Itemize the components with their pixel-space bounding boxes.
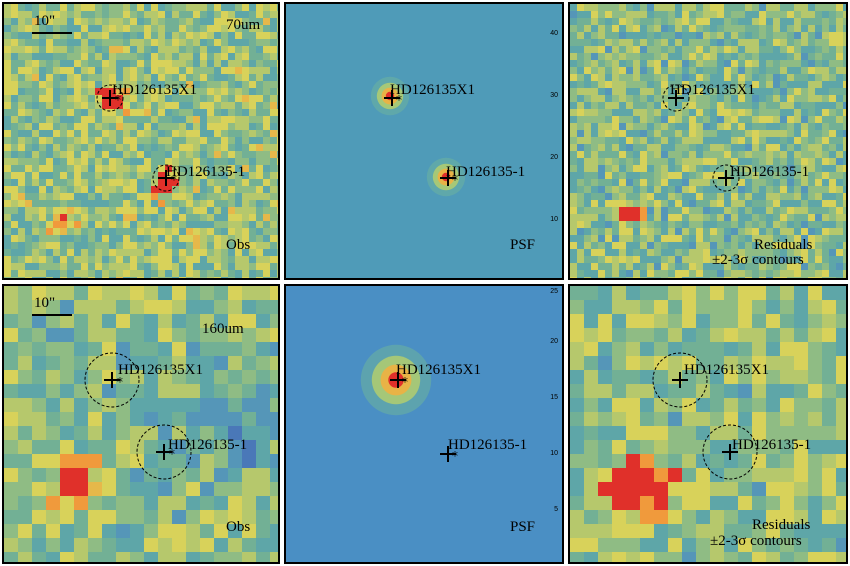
source-marker-x1: *: [84, 352, 140, 408]
noise-map: [4, 286, 278, 562]
svg-text:*: *: [115, 93, 121, 107]
svg-text:*: *: [402, 375, 408, 389]
axis-tick: 10: [550, 450, 558, 457]
scale-bar: [32, 32, 72, 34]
source-marker-1: [702, 424, 758, 480]
panel-160um-obs: 10" 160um * HD126135X1 * HD126135-1 Obs: [2, 284, 280, 564]
panel-kind-label: Obs: [226, 237, 251, 253]
psf-map: [286, 4, 562, 278]
source-label-x1: HD126135X1: [118, 362, 203, 378]
svg-text:*: *: [452, 449, 458, 463]
source-label-1: HD126135-1: [732, 437, 812, 453]
source-label-x1: HD126135X1: [390, 82, 475, 98]
noise-map: [4, 4, 278, 278]
scale-bar-label: 10": [34, 295, 56, 311]
axis-tick: 30: [550, 92, 558, 99]
band-label: 70um: [226, 17, 261, 33]
band-label: 160um: [202, 321, 244, 337]
panel-70um-psf: 40 30 20 10 * HD126135X1 * HD126135-1 PS…: [284, 2, 564, 280]
source-label-x1: HD126135X1: [670, 82, 755, 98]
svg-text:*: *: [169, 447, 175, 461]
scale-bar-label: 10": [34, 13, 56, 29]
residual-map: [570, 286, 846, 562]
scale-bar: [32, 314, 72, 316]
source-marker-x1: *: [390, 372, 408, 389]
svg-text:*: *: [452, 173, 458, 187]
contour-legend-label: ±2-3σ contours: [712, 252, 804, 268]
source-label-1: HD126135-1: [730, 164, 810, 180]
source-marker-1: *: [136, 424, 192, 480]
panel-160um-residuals: HD126135X1 HD126135-1 Residuals ±2-3σ co…: [568, 284, 848, 564]
svg-text:*: *: [171, 173, 177, 187]
axis-tick: 25: [550, 288, 558, 295]
panel-70um-residuals: HD126135X1 HD126135-1 Residuals ±2-3σ co…: [568, 2, 848, 280]
panel-160um-psf: 25 20 15 10 5 * HD126135X1 * HD126135-1 …: [284, 284, 564, 564]
axis-tick: 40: [550, 30, 558, 37]
source-marker-x1: *: [384, 90, 402, 107]
panel-kind-label: PSF: [510, 519, 536, 535]
source-label-x1: HD126135X1: [112, 82, 197, 98]
axis-tick: 15: [550, 394, 558, 401]
axis-tick: 10: [550, 216, 558, 223]
source-marker-1: *: [152, 164, 180, 192]
source-marker-1: [712, 164, 740, 192]
axis-tick: 20: [550, 154, 558, 161]
source-label-1: HD126135-1: [168, 437, 248, 453]
source-label-1: HD126135-1: [448, 437, 528, 453]
contour-legend-label: ±2-3σ contours: [710, 533, 802, 549]
psf-map: [286, 286, 562, 562]
panel-kind-label: PSF: [510, 237, 536, 253]
source-marker-x1: [662, 84, 690, 112]
svg-text:*: *: [117, 375, 123, 389]
svg-text:*: *: [396, 93, 402, 107]
source-label-x1: HD126135X1: [684, 362, 769, 378]
source-marker-1: *: [440, 446, 458, 463]
panel-kind-label: Residuals: [754, 237, 813, 253]
source-label-1: HD126135-1: [446, 164, 526, 180]
source-marker-x1: *: [96, 84, 124, 112]
source-label-1: HD126135-1: [166, 164, 246, 180]
source-marker-x1: [652, 352, 708, 408]
panel-70um-obs: 10" 70um * HD126135X1 * HD126135-1 Obs: [2, 2, 280, 280]
panel-kind-label: Residuals: [752, 517, 811, 533]
axis-tick: 20: [550, 338, 558, 345]
panel-kind-label: Obs: [226, 519, 251, 535]
source-marker-1: *: [440, 170, 458, 187]
source-label-x1: HD126135X1: [396, 362, 481, 378]
axis-tick: 5: [554, 506, 558, 513]
